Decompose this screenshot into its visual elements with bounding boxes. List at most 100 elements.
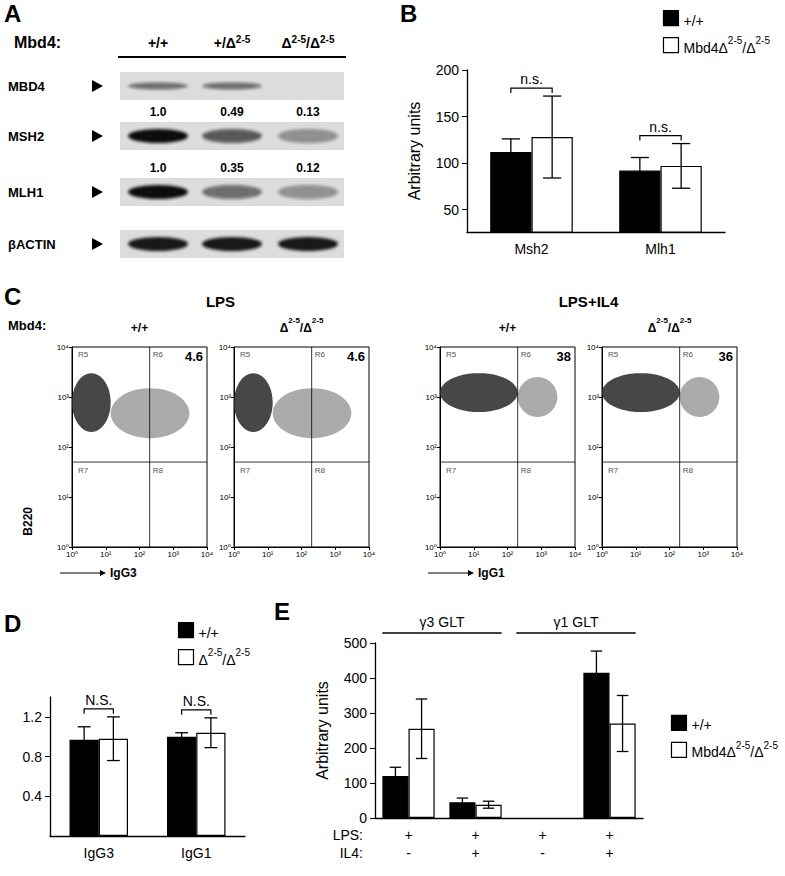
svg-text:10³: 10³: [219, 393, 231, 402]
svg-text:10²: 10²: [502, 550, 514, 559]
svg-text:10²: 10²: [425, 443, 437, 452]
svg-text:+/+: +/+: [131, 321, 148, 335]
svg-text:10²: 10²: [57, 443, 69, 452]
svg-text:N.S.: N.S.: [85, 692, 112, 708]
svg-text:2-5: 2-5: [764, 740, 779, 751]
svg-text:200: 200: [344, 740, 368, 756]
svg-text:LPS+IL4: LPS+IL4: [559, 293, 619, 310]
svg-text:10¹: 10¹: [425, 493, 437, 502]
svg-text:0.13: 0.13: [296, 105, 320, 119]
svg-text:0.49: 0.49: [220, 105, 244, 119]
svg-text:R6: R6: [521, 350, 532, 359]
svg-text:+/+: +/+: [683, 13, 703, 29]
svg-text:LPS: LPS: [206, 293, 235, 310]
svg-text:MSH2: MSH2: [8, 129, 44, 144]
svg-text:IgG1: IgG1: [181, 845, 212, 861]
svg-text:38: 38: [557, 349, 571, 364]
svg-text:10⁰: 10⁰: [66, 550, 78, 559]
svg-text:300: 300: [344, 705, 368, 721]
svg-text:Mbd4Δ: Mbd4Δ: [691, 744, 735, 760]
svg-text:500: 500: [344, 635, 368, 651]
svg-text:γ1 GLT: γ1 GLT: [554, 614, 599, 630]
svg-text:10¹: 10¹: [587, 493, 599, 502]
svg-text:10⁰: 10⁰: [596, 550, 608, 559]
svg-text:10³: 10³: [167, 550, 179, 559]
svg-text:1.0: 1.0: [150, 105, 167, 119]
svg-text:10⁴: 10⁴: [57, 343, 70, 352]
svg-text:/Δ: /Δ: [222, 652, 235, 668]
svg-text:50: 50: [443, 202, 459, 218]
svg-text:γ3 GLT: γ3 GLT: [420, 614, 465, 630]
svg-text:10¹: 10¹: [262, 550, 274, 559]
svg-text:R8: R8: [315, 466, 326, 475]
svg-text:10²: 10²: [134, 550, 146, 559]
svg-text:2-5: 2-5: [680, 316, 692, 325]
svg-text:2-5: 2-5: [736, 740, 751, 751]
svg-text:0.35: 0.35: [220, 161, 244, 175]
svg-text:R7: R7: [608, 466, 619, 475]
svg-text:10⁴: 10⁴: [731, 550, 744, 559]
svg-text:N.S.: N.S.: [183, 693, 210, 709]
svg-text:+: +: [538, 827, 546, 843]
svg-text:10³: 10³: [697, 550, 709, 559]
svg-text:n.s.: n.s.: [649, 119, 672, 135]
svg-text:IgG3: IgG3: [110, 566, 137, 580]
svg-text:IL4:: IL4:: [340, 845, 363, 861]
svg-text:10³: 10³: [329, 550, 341, 559]
svg-text:2-5: 2-5: [208, 647, 223, 658]
svg-text:100: 100: [344, 775, 368, 791]
svg-text:2-5: 2-5: [312, 316, 324, 325]
svg-text:+/+: +/+: [148, 35, 168, 51]
svg-text:MBD4: MBD4: [8, 79, 46, 94]
svg-text:Mbd4:: Mbd4:: [8, 318, 46, 333]
svg-text:0: 0: [359, 810, 367, 826]
svg-text:10³: 10³: [587, 393, 599, 402]
svg-text:10⁴: 10⁴: [201, 550, 214, 559]
svg-text:R8: R8: [683, 466, 694, 475]
svg-text:+/+: +/+: [499, 321, 516, 335]
svg-text:+: +: [471, 845, 479, 861]
svg-text:IgG1: IgG1: [478, 566, 505, 580]
svg-text:2-5: 2-5: [236, 647, 251, 658]
svg-text:Mbd4:: Mbd4:: [14, 34, 61, 51]
svg-text:R8: R8: [521, 466, 532, 475]
svg-text:10¹: 10¹: [100, 550, 112, 559]
svg-text:4.6: 4.6: [347, 349, 365, 364]
svg-text:Mlh1: Mlh1: [645, 241, 676, 257]
svg-text:0.8: 0.8: [23, 749, 43, 765]
svg-text:MLH1: MLH1: [8, 185, 43, 200]
svg-text:10²: 10²: [587, 443, 599, 452]
svg-text:+/+: +/+: [691, 717, 711, 733]
svg-text:R5: R5: [446, 350, 457, 359]
svg-text:10²: 10²: [664, 550, 676, 559]
svg-text:-: -: [406, 845, 411, 861]
svg-text:Arbitrary units: Arbitrary units: [406, 102, 423, 201]
svg-text:R7: R7: [240, 466, 251, 475]
svg-text:10⁰: 10⁰: [228, 550, 240, 559]
svg-text:10⁴: 10⁴: [425, 343, 438, 352]
svg-text:Msh2: Msh2: [514, 241, 548, 257]
svg-text:10²: 10²: [296, 550, 308, 559]
svg-text:2-5: 2-5: [288, 316, 300, 325]
svg-text:10³: 10³: [425, 393, 437, 402]
svg-text:0.4: 0.4: [23, 788, 43, 804]
svg-text:10¹: 10¹: [57, 493, 69, 502]
svg-text:10⁴: 10⁴: [363, 550, 376, 559]
svg-text:36: 36: [719, 349, 733, 364]
svg-text:Δ2-5/Δ2-5: Δ2-5/Δ2-5: [282, 34, 335, 51]
svg-text:R5: R5: [608, 350, 619, 359]
svg-text:+: +: [605, 827, 613, 843]
svg-text:βACTIN: βACTIN: [8, 237, 56, 252]
svg-text:IgG3: IgG3: [84, 845, 115, 861]
svg-text:10²: 10²: [219, 443, 231, 452]
svg-text:Δ: Δ: [199, 652, 208, 668]
svg-text:4.6: 4.6: [185, 349, 203, 364]
svg-text:+/+: +/+: [199, 625, 219, 641]
svg-text:/Δ: /Δ: [750, 744, 763, 760]
svg-text:150: 150: [436, 109, 460, 125]
svg-text:/Δ: /Δ: [668, 321, 680, 335]
svg-text:/Δ: /Δ: [742, 40, 755, 56]
svg-text:R8: R8: [153, 466, 164, 475]
svg-text:+: +: [605, 845, 613, 861]
svg-text:400: 400: [344, 670, 368, 686]
